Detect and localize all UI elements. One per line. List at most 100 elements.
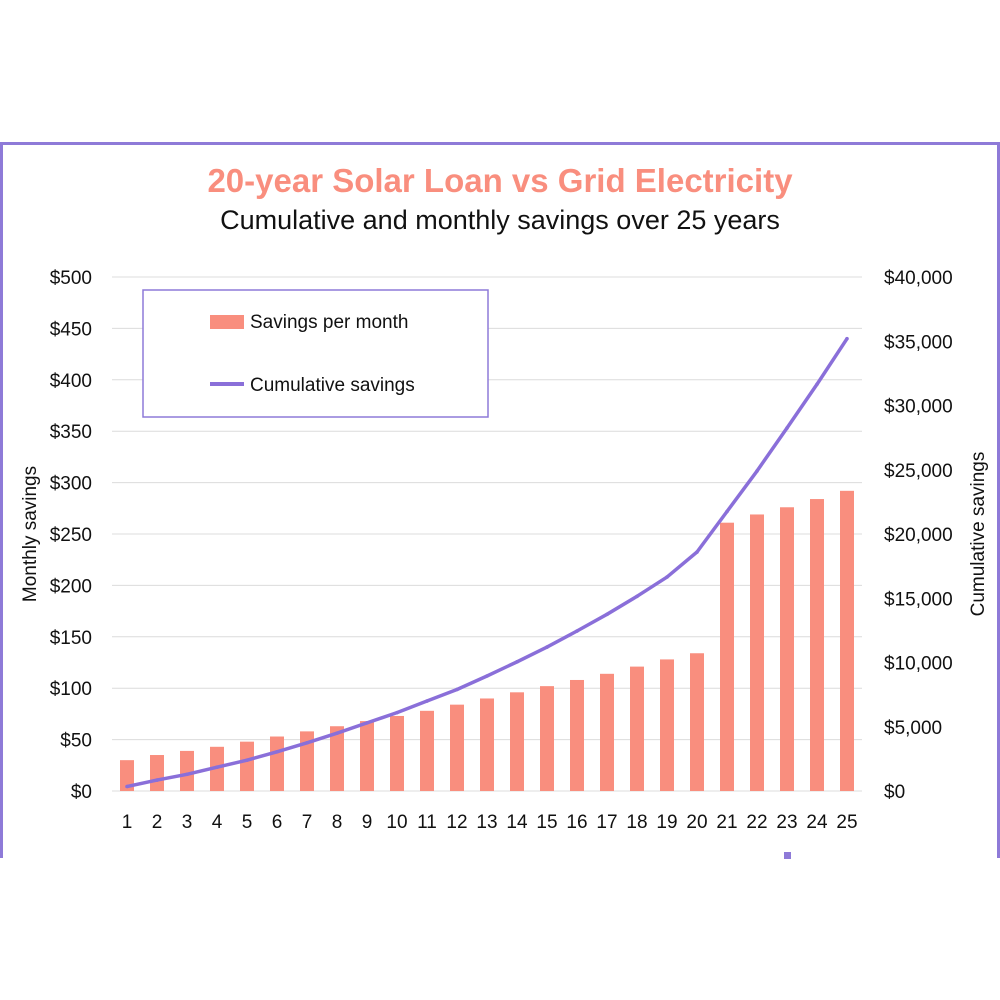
bar	[540, 686, 554, 791]
y-tick-label: $500	[50, 268, 92, 289]
x-tick-label: 12	[446, 812, 467, 833]
bar	[840, 490, 854, 791]
chart-frame	[0, 142, 1000, 858]
line-point	[275, 750, 279, 754]
line-point	[515, 660, 519, 664]
y-tick-label: $0	[71, 782, 92, 803]
line-point	[215, 765, 219, 770]
bar	[600, 673, 614, 791]
y-tick-label: $200	[50, 576, 92, 597]
x-tick-label: 23	[776, 812, 797, 833]
x-tick-label: 22	[746, 812, 767, 833]
line-point	[785, 426, 789, 430]
x-tick-label: 25	[836, 812, 857, 833]
bar	[150, 755, 164, 791]
x-tick-label: 11	[417, 812, 437, 833]
line-point	[155, 778, 159, 782]
y-tick-label: $150	[50, 628, 92, 649]
y2-tick-label: $40,000	[884, 268, 953, 289]
legend-box	[142, 289, 489, 418]
line-point	[335, 731, 339, 735]
y2-axis-label: Cumulative savings	[968, 452, 989, 617]
line-point	[185, 772, 189, 777]
x-tick-label: 15	[536, 812, 557, 833]
line-point	[755, 469, 759, 473]
y-tick-label: $350	[50, 422, 92, 443]
bar	[360, 721, 374, 791]
bar	[690, 653, 704, 791]
y2-tick-label: $10,000	[884, 654, 953, 675]
x-tick-label: 24	[806, 812, 828, 833]
x-tick-label: 3	[182, 812, 193, 833]
y-tick-label: $50	[60, 731, 92, 752]
line-point	[815, 382, 819, 387]
line-point	[485, 674, 489, 678]
y-tick-label: $300	[50, 474, 92, 495]
y-tick-label: $400	[50, 371, 92, 392]
y2-tick-label: $30,000	[884, 397, 953, 418]
x-tick-label: 13	[476, 812, 497, 833]
line-point	[425, 699, 429, 703]
y2-tick-label: $0	[884, 782, 905, 803]
legend-swatch-bar	[210, 315, 244, 329]
x-tick-label: 1	[122, 812, 133, 833]
legend-label-line: Cumulative savings	[250, 375, 415, 396]
x-axis-ticks: 1 2 3 4 5 6 7 8 9 10 11 12 13 14 15 16 17 18 19 20 21 22 23 24 2…	[122, 812, 858, 833]
line-point	[635, 594, 639, 599]
bar	[180, 750, 194, 791]
x-tick-label: 17	[596, 812, 617, 833]
x-tick-label: 19	[656, 812, 677, 833]
left-axis-ticks: $0 $50 $100 $150 $200 $250 $300 $350 $400 $450 $50…	[50, 268, 92, 803]
x-tick-label: 8	[332, 812, 343, 833]
y2-tick-label: $15,000	[884, 589, 953, 610]
line-point	[455, 687, 459, 692]
x-tick-label: 2	[152, 812, 163, 833]
bar	[630, 666, 644, 791]
line-point	[125, 784, 129, 789]
x-tick-label: 18	[626, 812, 647, 833]
x-tick-label: 6	[272, 812, 283, 833]
bar	[480, 698, 494, 791]
bar	[720, 522, 734, 791]
x-tick-label: 14	[506, 812, 528, 833]
x-tick-label: 20	[686, 812, 707, 833]
bar	[570, 679, 584, 791]
chart-subtitle: Cumulative and monthly savings over 25 y…	[220, 205, 780, 235]
bar	[510, 692, 524, 791]
line-point	[365, 721, 369, 725]
legend: Savings per month Cumulative savings	[142, 289, 489, 418]
bar	[780, 507, 794, 791]
y-axis-label: Monthly savings	[20, 466, 41, 602]
x-tick-label: 10	[386, 812, 407, 833]
frame-marker	[784, 852, 791, 859]
bar-series	[120, 490, 854, 791]
x-tick-label: 4	[212, 812, 223, 833]
line-point	[545, 645, 549, 649]
bar	[120, 760, 134, 791]
bar	[240, 741, 254, 791]
line-point	[575, 629, 579, 633]
bar	[750, 514, 764, 791]
bar	[330, 726, 344, 791]
line-series	[125, 336, 849, 789]
line-point	[845, 336, 849, 341]
y2-tick-label: $35,000	[884, 332, 953, 353]
bar	[660, 659, 674, 791]
legend-label-bar: Savings per month	[250, 312, 408, 333]
y2-tick-label: $20,000	[884, 525, 953, 546]
bar	[300, 731, 314, 791]
x-tick-label: 9	[362, 812, 373, 833]
chart-title: 20-year Solar Loan vs Grid Electricity	[207, 162, 793, 199]
bar	[810, 499, 824, 791]
y-tick-label: $100	[50, 679, 92, 700]
y2-tick-label: $25,000	[884, 461, 953, 482]
bar	[450, 704, 464, 791]
line-point	[395, 710, 399, 715]
y-tick-label: $450	[50, 319, 92, 340]
line-point	[725, 509, 729, 514]
bar	[270, 736, 284, 791]
line-point	[305, 741, 309, 745]
line-point	[605, 612, 609, 617]
line-point	[695, 550, 699, 554]
